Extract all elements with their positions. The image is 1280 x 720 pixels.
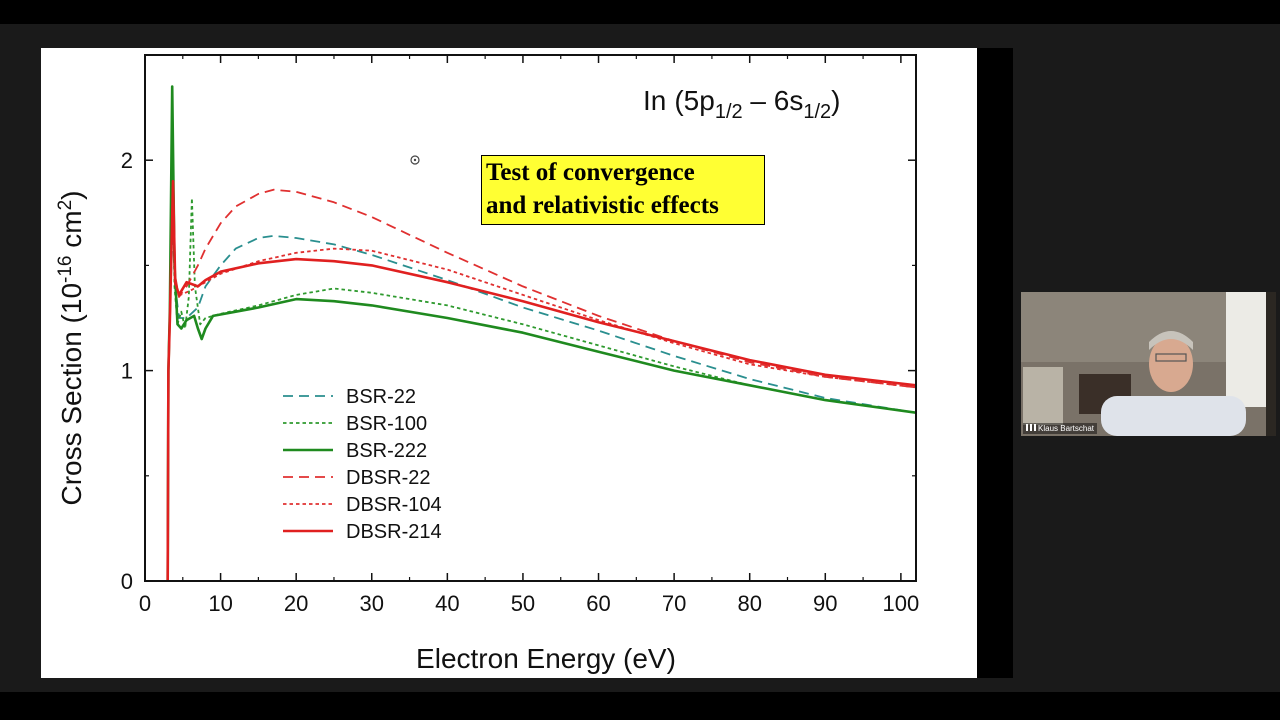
x-tick-label: 60 [586,591,610,616]
x-tick-label: 80 [737,591,761,616]
y-tick-label: 2 [121,148,133,173]
series-line-dbsr-22 [166,180,916,581]
x-tick-label: 70 [662,591,686,616]
legend-label: DBSR-22 [346,467,430,489]
chart-title: In (5p1/2 – 6s1/2) [643,85,840,123]
x-tick-label: 50 [511,591,535,616]
x-tick-label: 10 [208,591,232,616]
legend-label: DBSR-214 [346,521,442,543]
participant-video-frame [1021,292,1276,436]
annotation-box: Test of convergence and relativistic eff… [481,155,765,225]
legend-label: BSR-22 [346,386,416,408]
cursor-icon [410,155,420,165]
x-tick-label: 30 [360,591,384,616]
plot-area [145,55,916,581]
x-tick-label: 40 [435,591,459,616]
participant-video[interactable]: Klaus Bartschat [1021,292,1276,436]
slide-black-margin [977,48,1013,678]
series-line-bsr-22 [166,222,916,581]
legend-label: BSR-222 [346,440,427,462]
y-tick-label: 1 [121,359,133,384]
signal-icon [1026,424,1036,431]
plot-border [144,54,917,582]
x-tick-label: 0 [139,591,151,616]
shared-slide: 0 10 20 30 40 50 60 70 80 90 100 0 1 2 In (5p1/2 – 6s1… [41,48,977,678]
annotation-line-2: and relativistic effects [486,192,719,219]
chart: 0 10 20 30 40 50 60 70 80 90 100 0 1 2 In (5p1/2 – 6s1… [55,54,920,674]
x-tick-label: 20 [284,591,308,616]
series-line-dbsr-214 [166,179,916,581]
x-tick-label: 90 [813,591,837,616]
y-axis-label: Cross Section (10-16 cm2) [55,190,87,505]
annotation-line-1: Test of convergence [486,159,695,186]
participant-name-tag: Klaus Bartschat [1023,423,1098,434]
x-tick-label: 100 [883,591,920,616]
legend-label: DBSR-104 [346,494,442,516]
y-tick-label: 0 [121,569,133,594]
x-axis-label: Electron Energy (eV) [416,643,676,674]
participant-name: Klaus Bartschat [1038,424,1095,433]
legend-label: BSR-100 [346,413,427,435]
legend: BSR-22 BSR-100 BSR-222 DBSR-22 DBSR-104 DBSR-… [283,386,442,543]
